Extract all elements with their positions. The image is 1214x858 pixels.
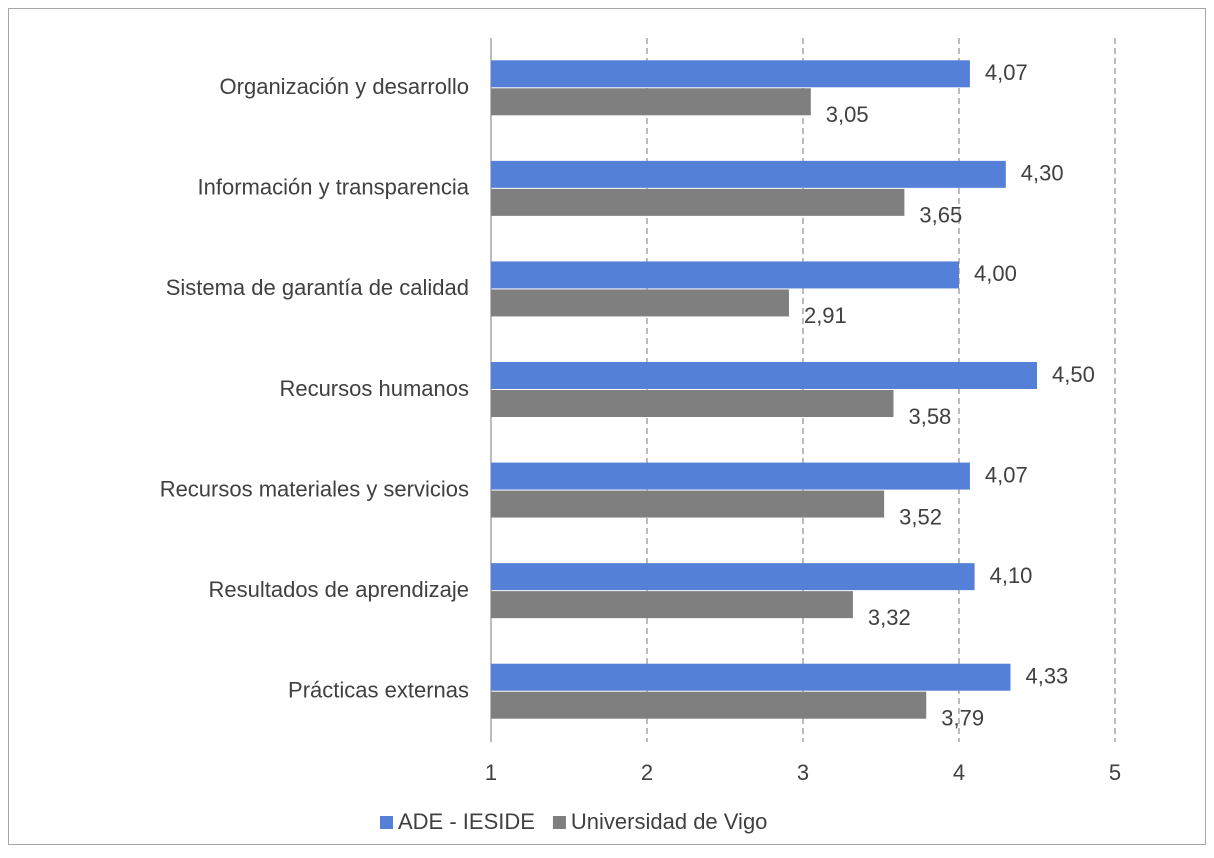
y-tick-label: Resultados de aprendizaje <box>208 577 469 602</box>
y-tick-label: Sistema de garantía de calidad <box>166 275 469 300</box>
legend-swatch <box>552 816 566 829</box>
x-tick-label: 3 <box>797 760 809 785</box>
y-tick-label: Información y transparencia <box>198 175 470 200</box>
bar <box>491 261 959 289</box>
bar <box>491 362 1037 389</box>
data-label: 4,00 <box>974 261 1017 286</box>
bar <box>491 289 789 317</box>
x-tick-label: 2 <box>641 760 653 785</box>
x-tick-label: 4 <box>953 760 965 785</box>
data-label: 2,91 <box>804 303 847 328</box>
bar <box>491 88 811 116</box>
bar <box>491 390 894 417</box>
bar <box>491 188 905 216</box>
bar <box>491 663 1011 691</box>
data-label: 3,52 <box>899 504 942 529</box>
data-label: 4,33 <box>1025 664 1068 689</box>
bar <box>491 563 975 591</box>
data-label: 3,05 <box>826 102 869 127</box>
bar <box>491 490 885 518</box>
y-tick-label: Recursos humanos <box>279 376 469 401</box>
data-label: 3,79 <box>941 706 984 731</box>
legend-swatch <box>380 816 393 829</box>
x-tick-label: 5 <box>1109 760 1121 785</box>
x-tick-label: 1 <box>485 760 497 785</box>
legend-label: ADE - IESIDE <box>398 809 535 834</box>
bar <box>491 591 853 619</box>
bar <box>491 60 970 88</box>
data-label: 4,07 <box>985 60 1028 85</box>
bar <box>491 691 927 719</box>
chart-border <box>8 8 1206 845</box>
data-label: 4,07 <box>985 462 1028 487</box>
y-tick-label: Prácticas externas <box>288 678 469 703</box>
bar <box>491 160 1006 188</box>
bar <box>491 462 970 490</box>
data-label: 4,10 <box>990 563 1033 588</box>
legend-label: Universidad de Vigo <box>571 809 768 834</box>
data-label: 4,30 <box>1021 161 1064 186</box>
data-label: 3,58 <box>908 404 951 429</box>
y-tick-label: Recursos materiales y servicios <box>160 476 469 501</box>
data-label: 3,65 <box>919 203 962 228</box>
y-tick-label: Organización y desarrollo <box>220 74 469 99</box>
data-label: 4,50 <box>1052 362 1095 387</box>
data-label: 3,32 <box>868 605 911 630</box>
